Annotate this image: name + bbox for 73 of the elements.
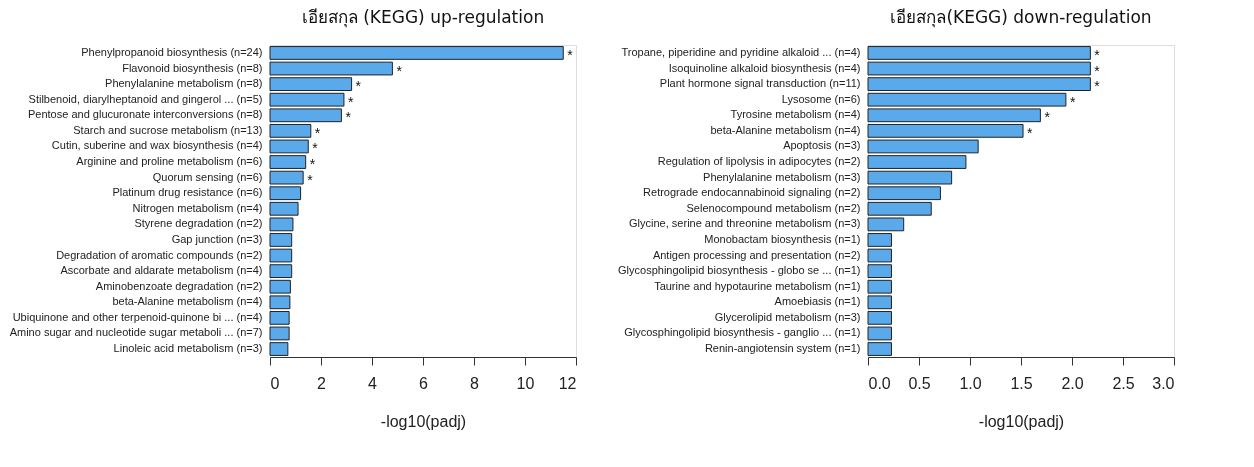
data-label: *: [355, 78, 362, 95]
y-tick-label: Isoquinoline alkaloid biosynthesis (n=4): [668, 61, 861, 74]
data-label: *: [314, 124, 321, 141]
x-tick-label: 1.0: [959, 374, 982, 392]
data-label: *: [1094, 46, 1101, 63]
y-tick-label: Taurine and hypotaurine metabolism (n=1): [654, 279, 861, 292]
y-tick-label: Gap junction (n=3): [171, 232, 263, 245]
y-tick-label: Apoptosis (n=3): [783, 139, 861, 152]
y-tick-label: Glycosphingolipid biosynthesis - globo se ... (n=1): [618, 264, 861, 277]
x-axis-title: -log10(padj): [380, 412, 467, 430]
x-tick-label: 2.0: [1061, 374, 1084, 392]
x-tick-label: 2.5: [1112, 374, 1135, 392]
y-tick-label: Phenylalanine metabolism (n=3): [703, 170, 861, 183]
data-label: *: [1094, 78, 1101, 95]
y-tick-label: Retrograde endocannabinoid signaling (n=2): [643, 186, 861, 199]
y-tick-label: Amino sugar and nucleotide sugar metaboli ... (n=7): [9, 326, 263, 339]
y-tick-label: Tyrosine metabolism (n=4): [730, 108, 861, 121]
x-tick-label: 12: [558, 374, 577, 392]
y-tick-label: Ubiquinone and other terpenoid-quinone bi ... (n=4): [12, 310, 263, 323]
x-tick-label: 6: [419, 374, 429, 392]
y-tick-label: Glycine, serine and threonine metabolism (n=3): [629, 217, 861, 230]
y-tick-label: beta-Alanine metabolism (n=4): [112, 295, 263, 308]
y-tick-label: Platinum drug resistance (n=6): [112, 186, 263, 199]
y-tick-label: Flavonoid biosynthesis (n=8): [122, 61, 263, 74]
y-tick-label: Linoleic acid metabolism (n=3): [113, 342, 263, 355]
y-tick-label: Amoebiasis (n=1): [774, 295, 861, 308]
y-tick-label: Lysosome (n=6): [781, 92, 861, 105]
data-label: *: [567, 46, 574, 63]
y-tick-label: Phenylpropanoid biosynthesis (n=24): [81, 45, 263, 58]
chart-title: เอียสกุล (KEGG) up-regulation: [301, 7, 545, 28]
y-tick-label: Selenocompound metabolism (n=2): [686, 201, 861, 214]
x-tick-label: 0.0: [868, 374, 891, 392]
y-tick-label: Phenylalanine metabolism (n=8): [105, 77, 263, 90]
data-label: *: [309, 156, 316, 173]
data-label: *: [347, 93, 354, 110]
y-tick-label: Monobactam biosynthesis (n=1): [704, 232, 861, 245]
x-tick-label: 1.5: [1010, 374, 1033, 392]
data-label: *: [1044, 109, 1051, 126]
y-tick-label: Glycosphingolipid biosynthesis - ganglio ... (n=1): [624, 326, 861, 339]
x-tick-label: 10: [516, 374, 535, 392]
x-tick-label: 8: [470, 374, 480, 392]
y-tick-label: Glycerolipid metabolism (n=3): [714, 310, 861, 323]
y-tick-label: Regulation of lipolysis in adipocytes (n=2): [657, 155, 861, 168]
y-tick-label: Tropane, piperidine and pyridine alkaloid ... (n=4): [621, 45, 861, 58]
data-label: *: [1027, 124, 1034, 141]
y-tick-label: Aminobenzoate degradation (n=2): [95, 279, 263, 292]
x-tick-label: 2: [317, 374, 327, 392]
x-tick-label: 4: [368, 374, 378, 392]
data-label: *: [1069, 93, 1076, 110]
y-tick-label: Antigen processing and presentation (n=2): [652, 248, 861, 261]
data-label: *: [307, 171, 314, 188]
x-tick-label: 0.5: [908, 374, 931, 392]
data-label: *: [1094, 62, 1101, 79]
y-tick-label: Stilbenoid, diarylheptanoid and gingerol ... (n=5): [28, 92, 263, 105]
y-tick-label: Quorum sensing (n=6): [152, 170, 263, 183]
y-tick-label: Starch and sucrose metabolism (n=13): [73, 123, 263, 136]
chart-title: เอียสกุล(KEGG) down-regulation: [890, 7, 1152, 28]
y-tick-label: Renin-angiotensin system (n=1): [704, 342, 861, 355]
y-tick-label: Nitrogen metabolism (n=4): [132, 201, 263, 214]
data-label: *: [396, 62, 403, 79]
y-tick-label: Ascorbate and aldarate metabolism (n=4): [60, 264, 263, 277]
x-axis-title: -log10(padj): [978, 412, 1065, 430]
y-tick-label: Degradation of aromatic compounds (n=2): [56, 248, 263, 261]
y-tick-label: Arginine and proline metabolism (n=6): [76, 155, 263, 168]
y-tick-label: Cutin, suberine and wax biosynthesis (n=4): [51, 139, 263, 152]
y-tick-label: Plant hormone signal transduction (n=11): [659, 77, 861, 90]
y-tick-label: Pentose and glucuronate interconversions (n=8): [27, 108, 263, 121]
data-label: *: [312, 140, 319, 157]
x-tick-label: 0: [270, 374, 280, 392]
y-tick-label: Styrene degradation (n=2): [134, 217, 263, 230]
y-tick-label: beta-Alanine metabolism (n=4): [710, 123, 861, 136]
x-tick-label: 3.0: [1152, 374, 1175, 392]
data-label: *: [345, 109, 352, 126]
